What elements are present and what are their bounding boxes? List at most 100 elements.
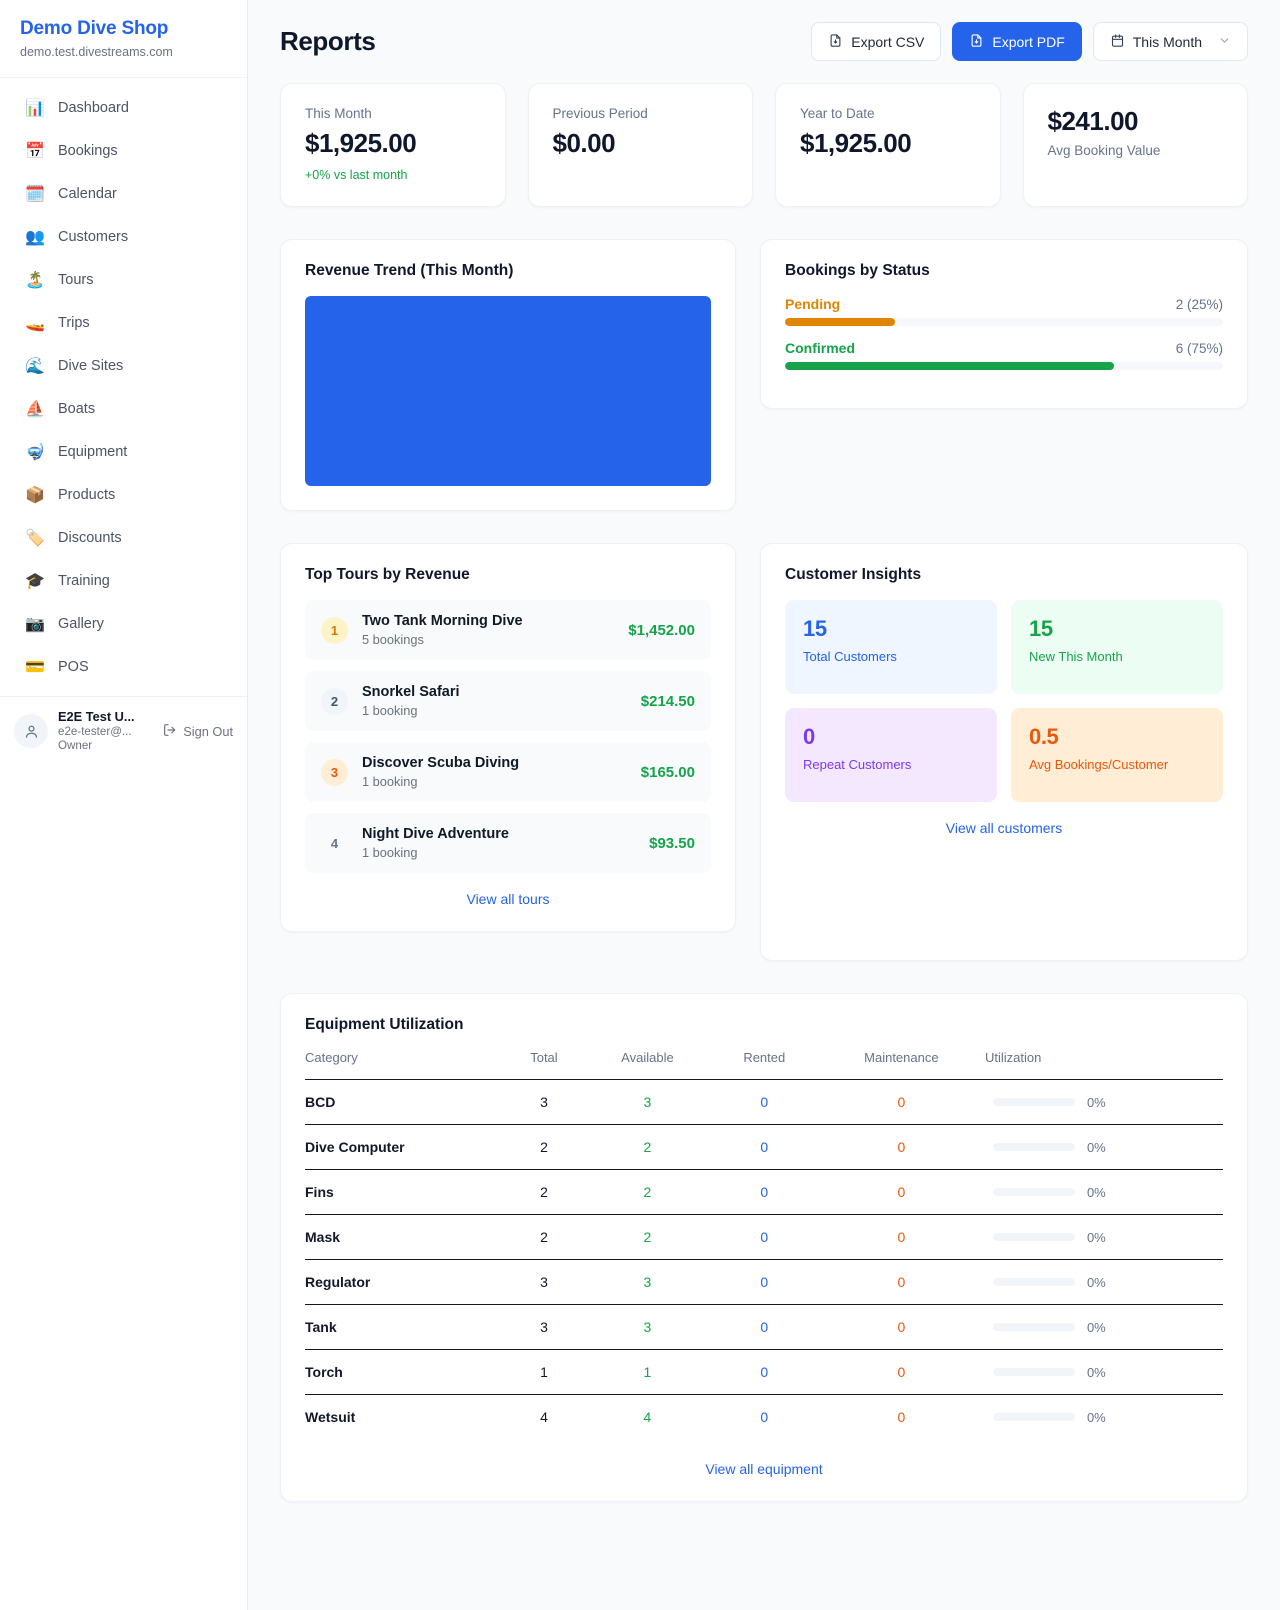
discounts-icon: 🏷️ — [25, 527, 45, 547]
cell-rented: 0 — [710, 1304, 818, 1350]
page-header: Reports Export CSV E — [280, 22, 1248, 61]
utilization-percent: 0% — [1086, 1229, 1106, 1245]
sidebar-item-boats[interactable]: ⛵ Boats — [0, 387, 247, 430]
calendar-icon — [1110, 33, 1125, 51]
sidebar-item-bookings[interactable]: 📅 Bookings — [0, 129, 247, 172]
utilization-percent: 0% — [1086, 1364, 1106, 1380]
insight-label: New This Month — [1029, 649, 1123, 664]
sidebar-item-equipment[interactable]: 🤿 Equipment — [0, 430, 247, 473]
insight-value: 0 — [803, 724, 815, 749]
date-range-select[interactable]: This Month — [1092, 22, 1248, 61]
view-all-tours-link[interactable]: View all tours — [466, 891, 550, 907]
tour-name: Two Tank Morning Dive — [362, 613, 523, 629]
tour-row[interactable]: 2 Snorkel Safari 1 booking $214.50 — [305, 671, 711, 731]
tour-revenue: $165.00 — [640, 763, 695, 781]
main-content: Reports Export CSV E — [248, 0, 1280, 1610]
equipment-table-head: Category Total Available Rented Maintenance U… — [305, 1044, 1223, 1080]
sidebar-item-tours[interactable]: 🏝️ Tours — [0, 258, 247, 301]
insight-label: Total Customers — [803, 649, 897, 664]
cell-total: 3 — [503, 1079, 585, 1125]
cell-utilization: 0% — [984, 1079, 1223, 1125]
tour-row[interactable]: 1 Two Tank Morning Dive 5 bookings $1,452.0… — [305, 600, 711, 660]
sidebar-item-label: Calendar — [58, 185, 117, 202]
status-list: Pending 2 (25%) Confirmed 6 (75%) — [785, 296, 1223, 370]
kpi-value: $241.00 — [1047, 106, 1139, 136]
date-range-label: This Month — [1132, 33, 1202, 50]
cell-available: 2 — [584, 1124, 711, 1170]
utilization-progress-track — [992, 1323, 1075, 1331]
sidebar-item-dive-sites[interactable]: 🌊 Dive Sites — [0, 344, 247, 387]
sidebar-item-label: Equipment — [58, 443, 128, 460]
table-row: Tank 3 3 0 0 0% — [305, 1304, 1223, 1350]
bookings-icon: 📅 — [25, 140, 45, 160]
status-progress-fill — [785, 362, 1114, 370]
sidebar-nav: 📊 Dashboard 📅 Bookings 🗓️ Calendar 👥 Customers 🏝… — [0, 78, 247, 694]
equipment-icon: 🤿 — [25, 441, 45, 461]
bookings-status-title: Bookings by Status — [785, 262, 930, 279]
tours-icon: 🏝️ — [25, 269, 45, 289]
kpi-value: $1,925.00 — [305, 128, 417, 158]
kpi-label: This Month — [305, 106, 372, 121]
dashboard-icon: 📊 — [25, 97, 45, 117]
top-tours-panel: Top Tours by Revenue 1 Two Tank Morning D… — [280, 543, 736, 932]
utilization-progress-track — [992, 1413, 1075, 1421]
insight-card: 15 New This Month — [1011, 600, 1223, 694]
insight-card: 15 Total Customers — [785, 600, 997, 694]
cell-total: 3 — [503, 1304, 585, 1350]
status-count: 6 (75%) — [1175, 341, 1223, 356]
column-header: Maintenance — [817, 1044, 985, 1080]
tour-row[interactable]: 4 Night Dive Adventure 1 booking $93.50 — [305, 813, 711, 873]
equipment-panel: Equipment Utilization Category Total Avail… — [280, 993, 1248, 1502]
view-all-customers-link[interactable]: View all customers — [945, 820, 1063, 836]
cell-total: 3 — [503, 1259, 585, 1305]
dive-sites-icon: 🌊 — [25, 355, 45, 375]
status-row: Confirmed 6 (75%) — [785, 340, 1223, 370]
page-title: Reports — [280, 26, 376, 56]
table-row: BCD 3 3 0 0 0% — [305, 1079, 1223, 1125]
tour-name: Night Dive Adventure — [362, 826, 509, 842]
tour-bookings-count: 1 booking — [362, 774, 418, 789]
insight-value: 0.5 — [1029, 724, 1059, 749]
insight-value: 15 — [1029, 616, 1053, 641]
column-header: Total — [503, 1044, 585, 1080]
insight-label: Avg Bookings/Customer — [1029, 757, 1169, 772]
sign-out-button[interactable]: Sign Out — [162, 722, 233, 741]
sidebar-user: E2E Test U... e2e-tester@... Owner Sign … — [0, 697, 247, 766]
table-row: Torch 1 1 0 0 0% — [305, 1349, 1223, 1395]
sidebar-item-training[interactable]: 🎓 Training — [0, 559, 247, 602]
export-pdf-button[interactable]: Export PDF — [952, 22, 1082, 61]
tour-row[interactable]: 3 Discover Scuba Diving 1 booking $165.00 — [305, 742, 711, 802]
kpi-delta: +0% vs last month — [305, 168, 408, 182]
utilization-percent: 0% — [1086, 1409, 1106, 1425]
kpi-label: Avg Booking Value — [1047, 143, 1161, 158]
sidebar-item-label: Products — [58, 486, 116, 503]
tour-bookings-count: 1 booking — [362, 845, 418, 860]
cell-total: 1 — [503, 1349, 585, 1395]
view-all-equipment-link[interactable]: View all equipment — [705, 1461, 823, 1477]
sidebar-item-calendar[interactable]: 🗓️ Calendar — [0, 172, 247, 215]
sidebar-item-label: Gallery — [58, 615, 104, 632]
sidebar-item-discounts[interactable]: 🏷️ Discounts — [0, 516, 247, 559]
cell-category: Tank — [305, 1304, 504, 1350]
sidebar-item-trips[interactable]: 🚤 Trips — [0, 301, 247, 344]
sidebar-item-label: Discounts — [58, 529, 122, 546]
cell-rented: 0 — [710, 1079, 818, 1125]
sidebar-item-dashboard[interactable]: 📊 Dashboard — [0, 86, 247, 129]
header-actions: Export CSV Export PDF — [811, 22, 1248, 61]
utilization-percent: 0% — [1086, 1094, 1106, 1110]
cell-available: 3 — [584, 1304, 711, 1350]
cell-utilization: 0% — [984, 1259, 1223, 1305]
export-csv-button[interactable]: Export CSV — [811, 22, 942, 61]
column-header: Rented — [710, 1044, 818, 1080]
cell-available: 2 — [584, 1169, 711, 1215]
pos-icon: 💳 — [25, 656, 45, 676]
cell-utilization: 0% — [984, 1304, 1223, 1350]
sidebar-item-products[interactable]: 📦 Products — [0, 473, 247, 516]
sidebar-item-customers[interactable]: 👥 Customers — [0, 215, 247, 258]
column-header: Available — [584, 1044, 711, 1080]
cell-maintenance: 0 — [897, 1409, 906, 1425]
calendar-icon: 🗓️ — [25, 183, 45, 203]
sidebar-item-gallery[interactable]: 📷 Gallery — [0, 602, 247, 645]
brand-block[interactable]: Demo Dive Shop demo.test.divestreams.com — [0, 0, 247, 78]
sidebar-item-pos[interactable]: 💳 POS — [0, 645, 247, 688]
